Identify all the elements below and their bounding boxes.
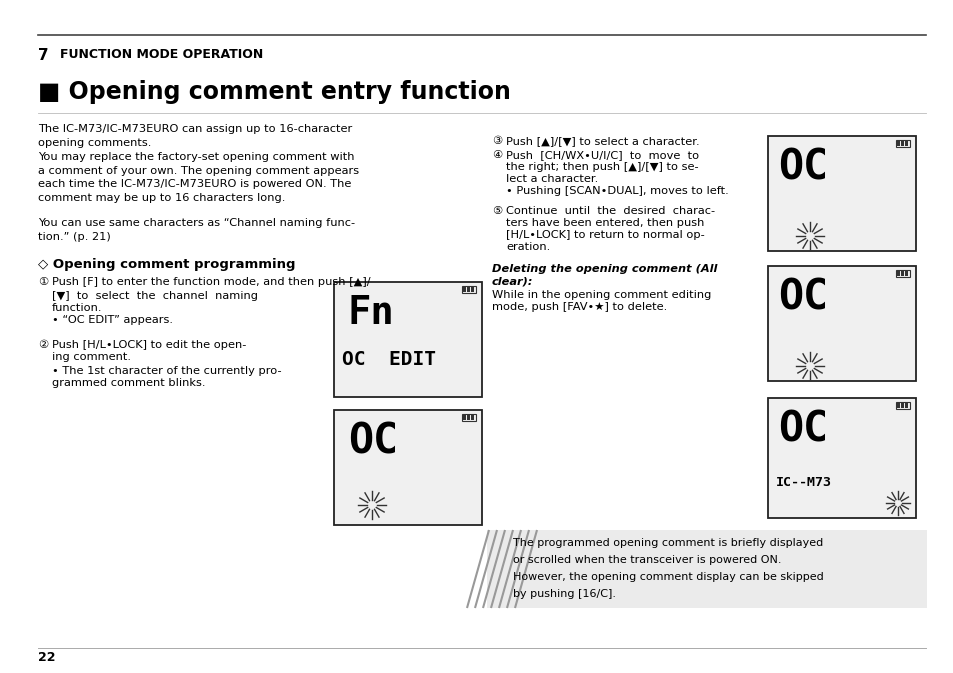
- Text: Push [▲]/[▼] to select a character.: Push [▲]/[▼] to select a character.: [505, 136, 699, 146]
- Text: ters have been entered, then push: ters have been entered, then push: [505, 218, 703, 228]
- Text: Deleting the opening comment (All: Deleting the opening comment (All: [492, 264, 717, 274]
- Text: or scrolled when the transceiver is powered ON.: or scrolled when the transceiver is powe…: [513, 555, 781, 565]
- Text: Push [F] to enter the function mode, and then push [▲]/: Push [F] to enter the function mode, and…: [52, 277, 370, 287]
- Text: grammed comment blinks.: grammed comment blinks.: [52, 378, 205, 388]
- Text: The programmed opening comment is briefly displayed: The programmed opening comment is briefl…: [513, 538, 822, 548]
- Text: The IC-M73/IC-M73EURO can assign up to 16-character
opening comments.: The IC-M73/IC-M73EURO can assign up to 1…: [38, 124, 352, 147]
- Bar: [461, 286, 476, 293]
- Bar: [467, 415, 470, 420]
- Text: IC--M73: IC--M73: [775, 476, 831, 489]
- Bar: [904, 403, 907, 408]
- Bar: [900, 271, 903, 276]
- Bar: [767, 266, 915, 381]
- Text: mode, push [FAV•★] to delete.: mode, push [FAV•★] to delete.: [492, 302, 666, 312]
- Text: • Pushing [SCAN•DUAL], moves to left.: • Pushing [SCAN•DUAL], moves to left.: [505, 186, 728, 196]
- Text: While in the opening comment editing: While in the opening comment editing: [492, 290, 711, 300]
- Bar: [904, 271, 907, 276]
- Bar: [486, 530, 509, 608]
- Text: the right; then push [▲]/[▼] to se-: the right; then push [▲]/[▼] to se-: [505, 162, 698, 172]
- Bar: [334, 282, 481, 397]
- Text: OC  EDIT: OC EDIT: [341, 350, 436, 369]
- Bar: [767, 398, 915, 518]
- Text: However, the opening comment display can be skipped: However, the opening comment display can…: [513, 572, 822, 582]
- Bar: [471, 287, 474, 292]
- Bar: [767, 136, 915, 251]
- Text: ing comment.: ing comment.: [52, 352, 131, 362]
- Text: by pushing [16/C].: by pushing [16/C].: [513, 589, 616, 599]
- Text: [H/L•LOCK] to return to normal op-: [H/L•LOCK] to return to normal op-: [505, 230, 704, 240]
- Text: ④: ④: [492, 150, 501, 160]
- Bar: [896, 403, 899, 408]
- Text: lect a character.: lect a character.: [505, 174, 598, 184]
- Bar: [896, 141, 899, 146]
- Bar: [334, 410, 481, 525]
- Bar: [462, 415, 465, 420]
- Text: clear):: clear):: [492, 276, 533, 286]
- Text: ②: ②: [38, 340, 49, 350]
- Bar: [900, 403, 903, 408]
- Bar: [895, 140, 909, 147]
- Text: OC: OC: [348, 420, 397, 462]
- Text: function.: function.: [52, 303, 102, 313]
- Text: • “OC EDIT” appears.: • “OC EDIT” appears.: [52, 315, 172, 325]
- Text: OC: OC: [778, 146, 827, 188]
- Text: ①: ①: [38, 277, 49, 287]
- Bar: [471, 415, 474, 420]
- Text: ③: ③: [492, 136, 501, 146]
- Bar: [895, 402, 909, 409]
- Bar: [462, 287, 465, 292]
- Text: Push  [CH/WX•U/I/C]  to  move  to: Push [CH/WX•U/I/C] to move to: [505, 150, 699, 160]
- Bar: [904, 141, 907, 146]
- Text: You can use same characters as “Channel naming func-
tion.” (p. 21): You can use same characters as “Channel …: [38, 218, 355, 242]
- Bar: [895, 270, 909, 277]
- Text: Continue  until  the  desired  charac-: Continue until the desired charac-: [505, 206, 715, 216]
- Text: ◇ Opening comment programming: ◇ Opening comment programming: [38, 258, 295, 271]
- Bar: [486, 530, 926, 608]
- Text: • The 1st character of the currently pro-: • The 1st character of the currently pro…: [52, 366, 281, 376]
- Text: 7: 7: [38, 48, 49, 63]
- Text: [▼]  to  select  the  channel  naming: [▼] to select the channel naming: [52, 291, 257, 301]
- Bar: [461, 414, 476, 421]
- Text: OC: OC: [778, 276, 827, 318]
- Text: You may replace the factory-set opening comment with
a comment of your own. The : You may replace the factory-set opening …: [38, 152, 358, 203]
- Text: FUNCTION MODE OPERATION: FUNCTION MODE OPERATION: [60, 48, 263, 61]
- Bar: [896, 271, 899, 276]
- Bar: [900, 141, 903, 146]
- Text: Fn: Fn: [348, 294, 395, 332]
- Text: 22: 22: [38, 651, 55, 664]
- Text: ⑤: ⑤: [492, 206, 501, 216]
- Text: Push [H/L•LOCK] to edit the open-: Push [H/L•LOCK] to edit the open-: [52, 340, 246, 350]
- Text: ■ Opening comment entry function: ■ Opening comment entry function: [38, 80, 511, 104]
- Bar: [467, 287, 470, 292]
- Text: eration.: eration.: [505, 242, 550, 252]
- Text: OC: OC: [778, 408, 827, 450]
